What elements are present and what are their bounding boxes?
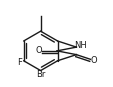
Text: Br: Br	[36, 70, 45, 79]
Text: NH: NH	[73, 41, 86, 50]
Text: O: O	[35, 46, 42, 55]
Text: O: O	[90, 56, 96, 65]
Text: F: F	[17, 58, 22, 67]
